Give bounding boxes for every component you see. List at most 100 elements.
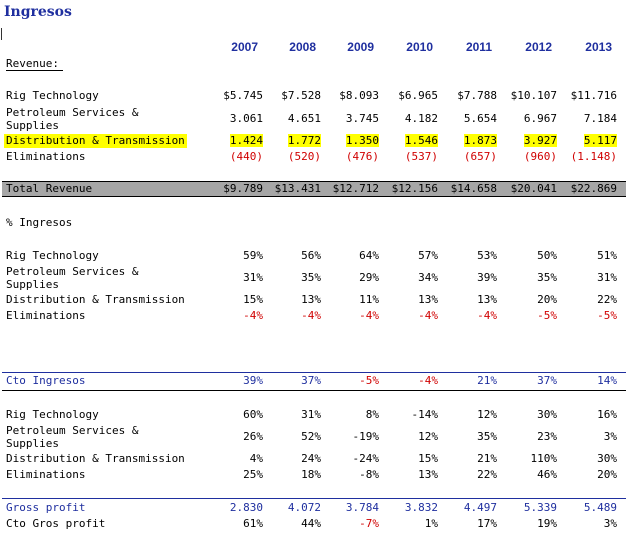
value-cell: 22% — [477, 468, 497, 481]
value-cell: 1.546 — [404, 134, 438, 147]
value-cell: 1% — [424, 517, 438, 530]
section-label: % Ingresos — [6, 216, 73, 229]
value-cell: 4.651 — [287, 112, 321, 125]
value-cell: 2.830 — [229, 501, 263, 514]
value-cell: 60% — [243, 408, 263, 421]
value-cell: $7.788 — [457, 89, 497, 102]
value-cell: 3.832 — [404, 501, 438, 514]
value-cell: 17% — [477, 517, 497, 530]
value-cell: 35% — [537, 271, 557, 284]
cto-gross-profit-row: Cto Gros profit 61% 44% -7% 1% 17% 19% 3… — [0, 517, 627, 531]
value-cell: 52% — [301, 430, 321, 443]
value-cell: (520) — [287, 150, 321, 163]
value-cell: $22.869 — [570, 182, 617, 195]
year-header-2012: 2012 — [525, 40, 552, 54]
row-label: Petroleum Services & Supplies — [6, 424, 139, 450]
value-cell: $9.789 — [223, 182, 263, 195]
value-cell: -4% — [418, 374, 438, 387]
value-cell: 16% — [597, 408, 617, 421]
value-cell: 64% — [359, 249, 379, 262]
row-label: Petroleum Services & Supplies — [6, 265, 139, 291]
value-cell: $14.658 — [450, 182, 497, 195]
year-header-2008: 2008 — [289, 40, 316, 54]
value-cell: -19% — [352, 430, 380, 443]
divider — [2, 498, 626, 499]
value-cell: $13.431 — [274, 182, 321, 195]
value-cell: 39% — [477, 271, 497, 284]
value-cell: 35% — [301, 271, 321, 284]
value-cell: 4% — [249, 452, 263, 465]
row-label: Eliminations — [6, 309, 86, 322]
sheet-title: Ingresos — [4, 4, 72, 20]
value-cell: 4.072 — [287, 501, 321, 514]
value-cell: 26% — [243, 430, 263, 443]
row-label: Cto Ingresos — [6, 374, 86, 387]
value-cell: 6.967 — [523, 112, 557, 125]
value-cell: 1.350 — [345, 134, 379, 147]
pct-row-eliminations: Eliminations -4% -4% -4% -4% -4% -5% -5% — [0, 309, 627, 323]
value-cell: -24% — [352, 452, 380, 465]
value-cell: 24% — [301, 452, 321, 465]
value-cell: (1.148) — [570, 150, 617, 163]
value-cell: 46% — [537, 468, 557, 481]
value-cell: 11% — [359, 293, 379, 306]
divider — [2, 390, 626, 391]
value-cell: 22% — [597, 293, 617, 306]
value-cell: 3.745 — [345, 112, 379, 125]
value-cell: 50% — [537, 249, 557, 262]
revenue-row-eliminations: Eliminations (440) (520) (476) (537) (65… — [0, 150, 627, 164]
pct-row-petroleum-services: Petroleum Services & Supplies 31% 35% 29… — [0, 265, 627, 292]
growth-row-distribution-transmission: Distribution & Transmission 4% 24% -24% … — [0, 452, 627, 466]
value-cell: 31% — [301, 408, 321, 421]
revenue-row-rig-technology: Rig Technology $5.745 $7.528 $8.093 $6.9… — [0, 89, 627, 103]
revenue-row-distribution-transmission: Distribution & Transmission 1.424 1.772 … — [0, 134, 627, 148]
row-label: Distribution & Transmission — [6, 452, 185, 465]
value-cell: 5.654 — [463, 112, 497, 125]
row-label: Petroleum Services & Supplies — [6, 106, 139, 132]
total-revenue-bar — [2, 181, 626, 197]
value-cell: 7.184 — [583, 112, 617, 125]
value-cell: $6.965 — [398, 89, 438, 102]
value-cell: 34% — [418, 271, 438, 284]
year-header-2010: 2010 — [406, 40, 433, 54]
row-label: Rig Technology — [6, 408, 99, 421]
value-cell: 35% — [477, 430, 497, 443]
value-cell: -4% — [418, 309, 438, 322]
row-label: Cto Gros profit — [6, 517, 106, 530]
value-cell: 5.489 — [583, 501, 617, 514]
year-header-2011: 2011 — [465, 40, 492, 54]
value-cell: 110% — [530, 452, 558, 465]
value-cell: -14% — [411, 408, 439, 421]
value-cell: 12% — [418, 430, 438, 443]
value-cell: -5% — [359, 374, 379, 387]
pct-row-distribution-transmission: Distribution & Transmission 15% 13% 11% … — [0, 293, 627, 307]
value-cell: -5% — [597, 309, 617, 322]
value-cell: -4% — [477, 309, 497, 322]
value-cell: 20% — [597, 468, 617, 481]
value-cell: $10.107 — [510, 89, 557, 102]
value-cell: 25% — [243, 468, 263, 481]
total-revenue-row: Total Revenue $9.789 $13.431 $12.712 $12… — [0, 182, 627, 196]
value-cell: 5.117 — [583, 134, 617, 147]
row-label: Rig Technology — [6, 89, 99, 102]
value-cell: 23% — [537, 430, 557, 443]
value-cell: 15% — [243, 293, 263, 306]
value-cell: 18% — [301, 468, 321, 481]
divider — [2, 372, 626, 373]
value-cell: 3.927 — [523, 134, 557, 147]
value-cell: 39% — [243, 374, 263, 387]
value-cell: 37% — [301, 374, 321, 387]
value-cell: -8% — [359, 468, 379, 481]
value-cell: 4.182 — [404, 112, 438, 125]
row-label: Gross profit — [6, 501, 86, 514]
value-cell: $11.716 — [570, 89, 617, 102]
pct-row-rig-technology: Rig Technology 59% 56% 64% 57% 53% 50% 5… — [0, 249, 627, 263]
value-cell: (440) — [229, 150, 263, 163]
value-cell: 51% — [597, 249, 617, 262]
value-cell: (960) — [523, 150, 557, 163]
value-cell: 14% — [597, 374, 617, 387]
row-label: Distribution & Transmission — [6, 293, 185, 306]
value-cell: 31% — [597, 271, 617, 284]
value-cell: $20.041 — [510, 182, 557, 195]
value-cell: 12% — [477, 408, 497, 421]
